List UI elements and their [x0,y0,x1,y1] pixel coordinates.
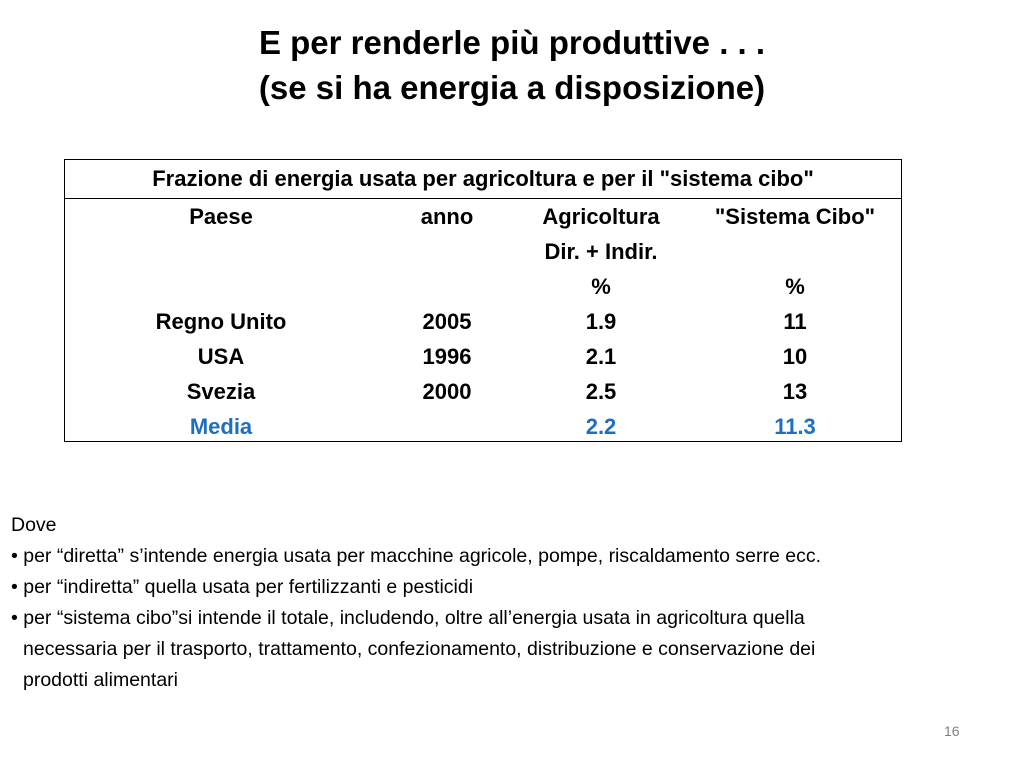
note-bullet-diretta: • per “diretta” s’intende energia usata … [11,545,821,567]
cell-sistema-cibo: 11 [783,309,807,334]
media-agricoltura: 2.2 [585,414,617,439]
cell-sistema-cibo: 13 [782,379,808,404]
table-media-row: Media 2.2 11.3 [65,409,901,444]
cell-agricoltura: 2.5 [585,379,617,404]
table-row: Regno Unito 2005 1.9 11 [65,304,901,339]
note-bullet-sistema-cibo: • per “sistema cibo”si intende il totale… [11,607,805,629]
header-agricoltura-sub: Dir. + Indir. [544,239,658,264]
table-subheader-row: Dir. + Indir. [65,234,901,269]
page-number: 16 [944,723,960,739]
header-sistema-cibo: "Sistema Cibo" [714,204,876,229]
table-unit-row: % % [65,269,901,304]
cell-agricoltura: 1.9 [585,309,617,334]
media-sistema-cibo: 11.3 [774,414,816,439]
note-continuation: prodotti alimentari [23,669,178,691]
cell-paese: Regno Unito [155,309,287,334]
media-label: Media [189,414,253,439]
unit-agricoltura: % [591,274,611,299]
table-caption: Frazione di energia usata per agricoltur… [65,160,901,199]
cell-sistema-cibo: 10 [782,344,808,369]
slide-title: E per renderle più produttive . . . (se … [0,20,1024,110]
notes-intro: Dove [11,514,57,536]
slide-title-line-1: E per renderle più produttive . . . [258,24,766,61]
cell-agricoltura: 2.1 [585,344,617,369]
cell-paese: Svezia [186,379,256,404]
cell-anno: 1996 [422,344,472,369]
cell-anno: 2000 [422,379,472,404]
energy-table: Frazione di energia usata per agricoltur… [64,159,902,442]
unit-sistema-cibo: % [785,274,805,299]
table-row: Svezia 2000 2.5 13 [65,374,901,409]
table-header-row: Paese anno Agricoltura "Sistema Cibo" [65,199,901,234]
cell-paese: USA [197,344,245,369]
slide-title-line-2: (se si ha energia a disposizione) [258,69,766,106]
notes-section: Dove • per “diretta” s’intende energia u… [11,510,1011,696]
note-bullet-indiretta: • per “indiretta” quella usata per ferti… [11,576,474,598]
cell-anno: 2005 [422,309,472,334]
header-anno: anno [420,204,474,229]
header-agricoltura: Agricoltura [542,204,660,229]
note-continuation: necessaria per il trasporto, trattamento… [23,638,816,660]
header-paese: Paese [189,204,253,229]
table-row: USA 1996 2.1 10 [65,339,901,374]
